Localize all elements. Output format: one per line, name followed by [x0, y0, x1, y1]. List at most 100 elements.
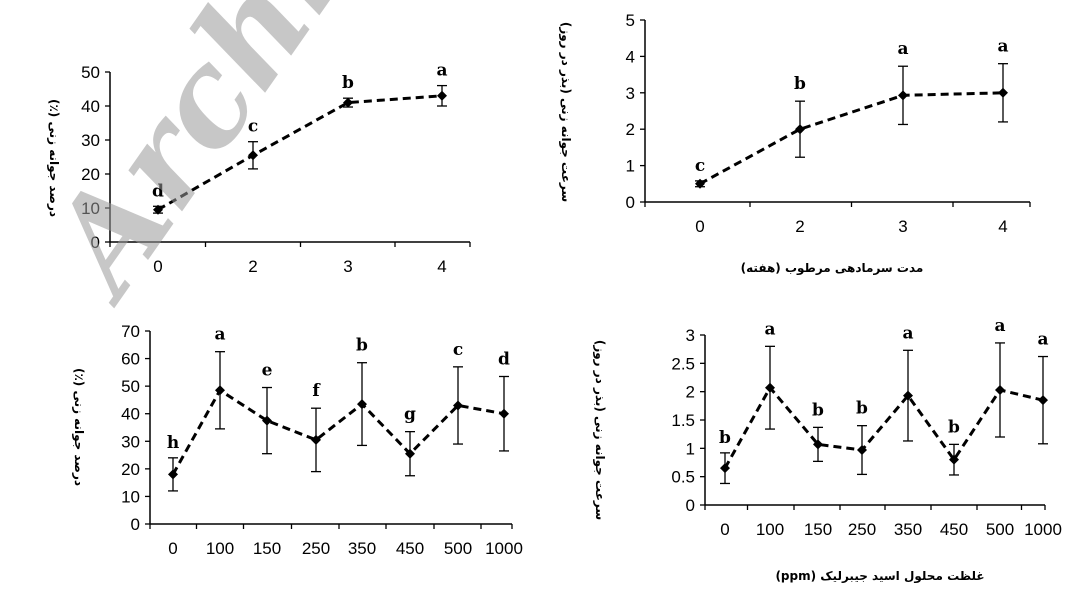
x-tick-label: 150: [804, 520, 832, 539]
x-tick-label: 150: [253, 539, 281, 558]
y-axis-label: سرعت جوانه زنی (بذر در روز): [558, 22, 573, 202]
chart-panel-3: 0 10 20 30 40 50 60 70 0 100 150 250 350 450 500 1000 h a…: [71, 322, 523, 558]
series-line: [157, 94, 443, 212]
data-point: [153, 204, 163, 215]
y-tick-label: 10: [121, 487, 140, 506]
significance-letter: b: [794, 74, 806, 94]
significance-letter: c: [453, 340, 463, 360]
data-point: [949, 454, 959, 465]
significance-letter: c: [695, 156, 705, 176]
data-point: [215, 385, 225, 396]
data-point: [995, 384, 1005, 395]
significance-letter: d: [498, 349, 510, 369]
y-tick-label: 50: [121, 377, 140, 396]
data-point: [453, 400, 463, 411]
y-tick-label: 1.5: [671, 411, 695, 430]
y-tick-label: 2: [686, 383, 695, 402]
x-tick-label: 450: [396, 539, 424, 558]
data-point: [903, 390, 913, 401]
x-axis-label: مدت سرمادهی مرطوب (هفته): [741, 261, 924, 276]
data-point: [343, 97, 353, 108]
y-tick-label: 70: [121, 322, 140, 341]
y-tick-label: 0: [686, 496, 695, 515]
y-axis-label: سرعت جوانه زنی (بذر در روز): [592, 340, 607, 520]
y-tick-label: 10: [81, 199, 100, 218]
x-tick-label: 4: [437, 257, 446, 276]
series-line: [699, 91, 1004, 186]
y-tick-label: 0: [91, 233, 100, 252]
watermark: Archive: [14, 0, 461, 327]
x-tick-label: 2: [795, 217, 804, 236]
y-tick-label: 1: [626, 157, 635, 176]
significance-letter: h: [167, 433, 179, 453]
y-tick-label: 2: [626, 120, 635, 139]
significance-letter: d: [152, 181, 164, 201]
significance-letter: b: [356, 336, 368, 356]
x-tick-label: 1000: [485, 539, 523, 558]
data-point: [168, 469, 178, 480]
y-tick-label: 30: [81, 131, 100, 150]
data-point: [720, 463, 730, 474]
significance-letter: a: [214, 325, 225, 345]
significance-letter: a: [997, 37, 1008, 57]
data-point: [695, 178, 705, 189]
data-point: [813, 439, 823, 450]
y-tick-label: 20: [81, 165, 100, 184]
x-tick-label: 2: [248, 257, 257, 276]
data-point: [765, 382, 775, 393]
data-point: [857, 445, 867, 456]
x-tick-label: 0: [153, 257, 162, 276]
significance-letter: a: [1037, 330, 1048, 350]
x-tick-label: 350: [348, 539, 376, 558]
y-axis-label: درصد جوانه زنی (٪): [71, 368, 86, 486]
y-tick-label: 4: [626, 47, 635, 66]
significance-letter: e: [262, 361, 273, 381]
significance-letter: b: [812, 400, 824, 420]
y-tick-label: 60: [121, 350, 140, 369]
y-tick-label: 5: [626, 11, 635, 30]
significance-letter: a: [764, 319, 775, 339]
x-tick-label: 0: [695, 217, 704, 236]
significance-letter: g: [404, 405, 416, 425]
series-line: [723, 385, 1044, 469]
x-tick-label: 500: [986, 520, 1014, 539]
y-tick-label: 0.5: [671, 468, 695, 487]
x-tick-label: 100: [756, 520, 784, 539]
x-tick-label: 250: [848, 520, 876, 539]
data-point: [898, 90, 908, 101]
x-tick-label: 1000: [1024, 520, 1062, 539]
chart-panel-2: 0 1 2 3 4 5 0 2 3 4 c b a a سرعت جوانه زنی (بذر در روز…: [558, 11, 1031, 276]
x-tick-label: 350: [894, 520, 922, 539]
y-tick-label: 0: [626, 193, 635, 212]
chart-panel-4: 0 0.5 1 1.5 2 2.5 3 0 100 150 250 350 450 500 1000 b a b b…: [592, 316, 1062, 584]
y-tick-label: 40: [81, 97, 100, 116]
significance-letter: a: [902, 323, 913, 343]
significance-letter: b: [719, 428, 731, 448]
data-point: [437, 90, 447, 101]
data-point: [998, 87, 1008, 98]
significance-letter: f: [312, 381, 321, 401]
y-tick-label: 3: [626, 84, 635, 103]
data-point: [357, 399, 367, 410]
x-tick-label: 0: [168, 539, 177, 558]
chart-panel-1: 0 10 20 30 40 50 0 2 3 4 d c b a درصد جوانه زنی (٪): [46, 61, 471, 276]
y-tick-label: 50: [81, 63, 100, 82]
x-axis-label: غلظت محلول اسید جیبرلیک (ppm): [775, 569, 984, 584]
significance-letter: b: [342, 73, 354, 93]
x-tick-label: 450: [940, 520, 968, 539]
data-point: [499, 408, 509, 419]
data-point: [405, 448, 415, 459]
y-tick-label: 3: [686, 326, 695, 345]
y-tick-label: 0: [131, 515, 140, 534]
significance-letter: a: [897, 39, 908, 59]
x-tick-label: 4: [998, 217, 1007, 236]
data-point: [248, 150, 258, 161]
x-tick-label: 250: [302, 539, 330, 558]
x-tick-label: 3: [343, 257, 352, 276]
y-tick-label: 20: [121, 460, 140, 479]
data-point: [1038, 395, 1048, 406]
y-tick-label: 1: [686, 439, 695, 458]
data-point: [262, 415, 272, 426]
significance-letter: a: [436, 61, 447, 81]
